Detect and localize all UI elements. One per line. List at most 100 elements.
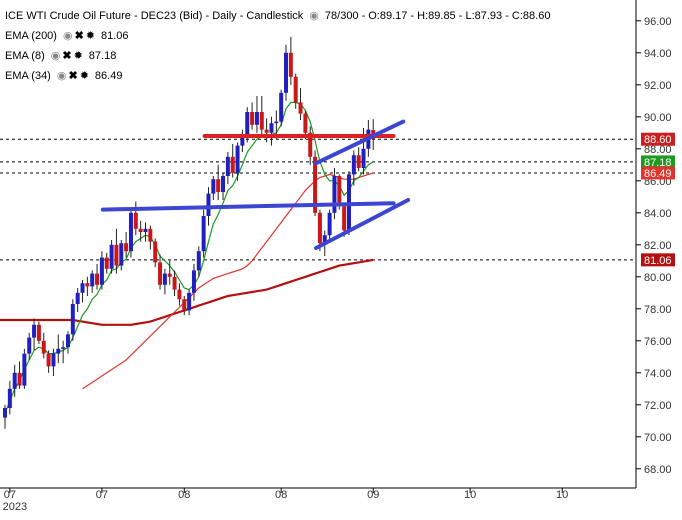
candle-body[interactable] [279,92,284,122]
y-tick-label: 70.00 [644,432,672,444]
candle-body[interactable] [143,228,148,232]
candle-body[interactable] [182,299,187,311]
candle-body[interactable] [288,52,293,77]
eye-icon[interactable]: ◉ [62,29,73,42]
indicator-value: 87.18 [88,50,117,62]
indicator-ema-200[interactable]: EMA (200) ◉ ✖ ✹ 81.06 [5,30,129,42]
candle-body[interactable] [109,244,114,269]
candle-body[interactable] [46,353,51,367]
candle-body[interactable] [196,251,201,271]
candle-body[interactable] [104,257,109,269]
candle-body[interactable] [303,113,308,133]
close-icon[interactable]: ✖ [74,29,84,42]
candle-body[interactable] [191,270,196,293]
eye-icon[interactable]: ◉ [50,49,61,62]
plot-area[interactable] [0,0,636,488]
candle-body[interactable] [153,241,158,263]
candle-body[interactable] [264,129,269,133]
candle-body[interactable] [259,112,264,130]
candle-body[interactable] [85,283,90,287]
indicator-ema-8[interactable]: EMA (8) ◉ ✖ ✹ 87.18 [5,50,116,62]
candle-body[interactable] [75,292,80,304]
candle-body[interactable] [293,76,298,103]
candle-body[interactable] [172,276,177,290]
trend-line[interactable] [314,198,411,250]
x-tick-label: 08 [178,489,190,501]
chart-range: 78/300 [324,10,359,22]
candle-body[interactable] [36,324,41,341]
candle-body[interactable] [250,112,255,125]
candle-body[interactable] [61,347,66,349]
candle-body[interactable] [99,257,104,285]
candle-body[interactable] [225,156,230,176]
candle-body[interactable] [177,289,182,300]
candle-body[interactable] [158,262,163,285]
candle-body[interactable] [308,132,313,157]
candle-body[interactable] [90,273,95,287]
candle-body[interactable] [114,244,119,266]
candle-body[interactable] [332,176,337,213]
eye-icon[interactable]: ◉ [309,9,319,22]
candle-body[interactable] [3,408,7,418]
candle-body[interactable] [41,340,46,354]
candle-body[interactable] [70,304,75,335]
trend-line[interactable] [314,119,406,166]
candle-body[interactable] [133,212,138,229]
candle-body[interactable] [138,228,143,232]
candle-body[interactable] [327,212,332,236]
candle-body[interactable] [356,155,361,168]
candle-body[interactable] [313,156,318,213]
candle-body[interactable] [27,337,32,354]
candle-body[interactable] [187,292,192,311]
candle-body[interactable] [230,156,235,173]
candle-body[interactable] [7,388,12,408]
candle-body[interactable] [51,353,56,367]
candle-body[interactable] [124,243,129,252]
candle-body[interactable] [269,123,274,133]
gear-icon[interactable]: ✹ [85,29,96,42]
candle-body[interactable] [235,145,240,173]
trend-line[interactable] [100,201,396,212]
candle-body[interactable] [274,121,279,124]
close-icon[interactable]: ✖ [62,49,72,62]
candle-body[interactable] [317,212,322,244]
candle-body[interactable] [342,206,347,231]
candle-body[interactable] [322,235,327,244]
price-tag-label: 88.60 [644,134,672,146]
candle-body[interactable] [128,212,133,252]
candle-body[interactable] [167,273,172,277]
candle-body[interactable] [80,283,85,293]
candle-body[interactable] [17,372,22,386]
candle-body[interactable] [298,102,303,114]
candle-body[interactable] [32,324,37,338]
candle-body[interactable] [119,243,124,266]
candle-body[interactable] [216,179,221,192]
close-icon[interactable]: ✖ [68,69,78,82]
candle-body[interactable] [240,134,245,146]
candle-body[interactable] [254,112,259,125]
y-tick-label: 96.00 [644,16,672,28]
gear-icon[interactable]: ✹ [79,69,89,82]
eye-icon[interactable]: ◉ [56,69,67,82]
candle-body[interactable] [12,372,17,389]
candle-body[interactable] [201,216,206,252]
candle-body[interactable] [22,353,27,386]
candle-body[interactable] [351,155,356,175]
candle-body[interactable] [221,176,226,192]
candle-body[interactable] [206,193,211,216]
candle-body[interactable] [284,52,289,93]
candle-body[interactable] [148,228,153,242]
x-tick-label: 07 [4,489,16,501]
candle-body[interactable] [361,148,366,168]
candle-body[interactable] [65,334,70,348]
candle-body[interactable] [245,112,250,135]
indicator-ema-34[interactable]: EMA (34) ◉ ✖ ✹ 86.49 [5,70,122,82]
candle-body[interactable] [95,273,100,285]
candle-body[interactable] [337,176,342,207]
candle-body[interactable] [56,348,61,354]
x-tick-label: 10 [464,489,476,501]
candle-body[interactable] [162,273,167,285]
gear-icon[interactable]: ✹ [73,49,83,62]
candle-body[interactable] [211,179,216,194]
